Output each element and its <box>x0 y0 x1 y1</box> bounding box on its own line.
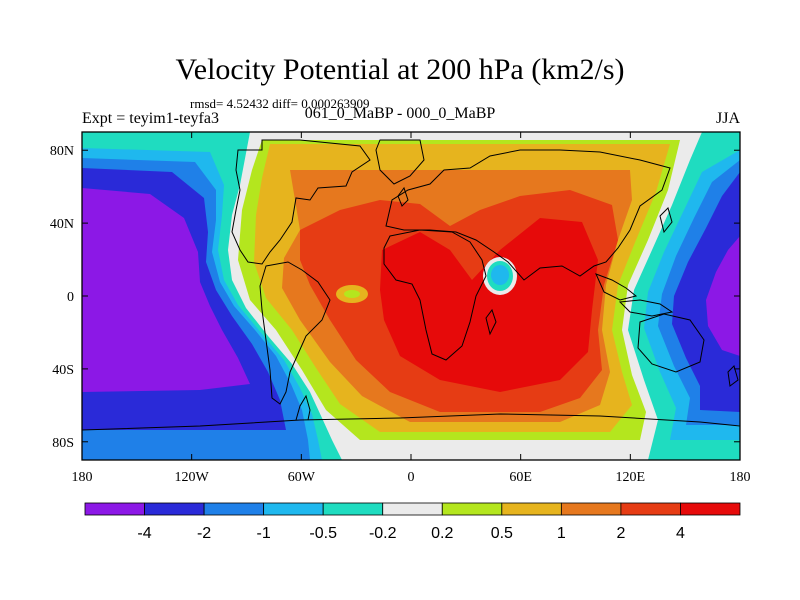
axes-layer: 180 120W 60W 0 60E 120E 180 80N 40N 0 40S 80S <box>50 132 751 485</box>
coastline-indonesia <box>618 299 674 317</box>
coastline-south-america <box>259 261 331 405</box>
chart-title: Velocity Potential at 200 hPa (km2/s) <box>175 53 625 86</box>
coastline-antarctica <box>82 413 740 431</box>
colorbar-label-5: 0.2 <box>431 525 453 542</box>
field-band-level-max <box>380 218 598 392</box>
colorbar-swatch-6 <box>441 502 503 516</box>
field-band-east-m2 <box>672 172 740 412</box>
x-tick-label-6: 180 <box>730 470 751 485</box>
y-tick-label-4: 80S <box>52 436 74 451</box>
field-band-level-m4 <box>82 188 250 392</box>
y-tick-label-2: 0 <box>67 290 74 305</box>
colorbar-swatch-3 <box>263 502 324 516</box>
stats-label: rmsd= 4.52432 diff= 0.000263909 <box>190 96 370 111</box>
coastline-north-america <box>231 139 371 265</box>
coastline-greenland <box>375 139 425 185</box>
field-band-east-m4 <box>706 236 740 356</box>
colorbar-label-9: 4 <box>676 525 685 542</box>
case-label: 061_0_MaBP - 000_0_MaBP <box>304 105 496 122</box>
coastline-new-zealand <box>727 365 739 387</box>
map-field <box>82 132 740 460</box>
x-tick-label-3: 0 <box>408 470 415 485</box>
colorbar-swatch-2 <box>203 502 265 516</box>
colorbar-swatch-8 <box>560 502 622 516</box>
colorbar-swatch-10 <box>680 502 741 516</box>
colorbar-label-6: 0.5 <box>491 525 513 542</box>
colorbar-swatch-0 <box>84 502 145 516</box>
x-tick-label-5: 120E <box>616 470 646 485</box>
arabian-local-band-3 <box>491 265 509 285</box>
colorbar: -4 -2 -1 -0.5 -0.2 0.2 0.5 1 2 4 <box>84 502 741 542</box>
colorbar-swatch-7 <box>501 502 562 516</box>
coastlines <box>82 139 740 431</box>
colorbar-swatch-1 <box>144 502 205 516</box>
coastline-southeast-asia <box>595 273 638 301</box>
coastline-madagascar <box>485 308 497 336</box>
colorbar-label-8: 2 <box>616 525 625 542</box>
x-tick-label-4: 60E <box>509 470 532 485</box>
coastline-africa <box>383 229 487 361</box>
colorbar-swatch-9 <box>620 502 681 516</box>
coastline-antarctic-peninsula <box>295 394 311 421</box>
coastline-uk <box>397 186 409 207</box>
x-tick-label-2: 60W <box>288 470 316 485</box>
atlantic-local-min <box>344 290 360 298</box>
season-label: JJA <box>715 110 740 127</box>
x-tick-label-0: 180 <box>72 470 93 485</box>
colorbar-swatch-5 <box>382 502 443 516</box>
coastline-eurasia <box>385 149 671 281</box>
colorbar-label-7: 1 <box>557 525 566 542</box>
colorbar-label-4: -0.2 <box>369 525 397 542</box>
coastline-japan <box>659 207 673 234</box>
experiment-label: Expt = teyim1-teyfa3 <box>82 110 219 127</box>
coastline-australia <box>637 313 705 373</box>
colorbar-label-0: -4 <box>137 525 151 542</box>
colorbar-label-2: -1 <box>257 525 271 542</box>
colorbar-swatch-4 <box>322 502 384 516</box>
y-tick-label-1: 40N <box>50 217 74 232</box>
x-tick-label-1: 120W <box>175 470 210 485</box>
colorbar-label-3: -0.5 <box>309 525 337 542</box>
y-tick-label-3: 40S <box>52 363 74 378</box>
colorbar-label-1: -2 <box>197 525 211 542</box>
y-tick-label-0: 80N <box>50 144 74 159</box>
